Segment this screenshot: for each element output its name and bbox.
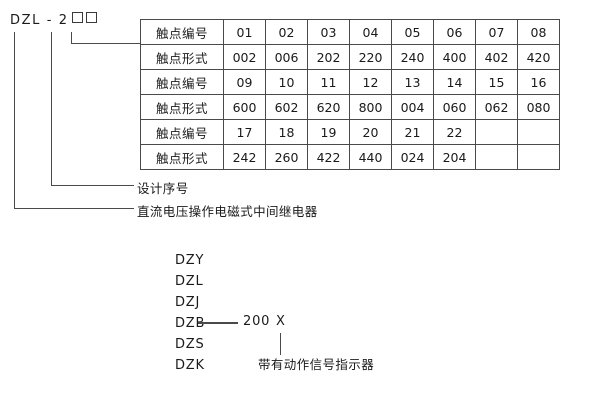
table-row-header: 触点形式 <box>140 44 224 70</box>
legend-item-dzl: DZL <box>175 274 204 289</box>
table-cell: 422 <box>307 144 350 170</box>
table-cell: 04 <box>349 19 392 45</box>
table-cell: 440 <box>349 144 392 170</box>
table-cell: 202 <box>307 44 350 70</box>
model-code-box-1 <box>71 12 83 23</box>
variant-leader-line <box>280 333 281 355</box>
leader-line-1-vertical <box>14 32 15 209</box>
legend-item-dzj: DZJ <box>175 295 201 310</box>
table-row: 触点编号 17 18 19 20 21 22 <box>140 119 560 145</box>
table-cell: 080 <box>517 94 560 120</box>
legend-item-dzk: DZK <box>175 358 205 373</box>
table-cell: 024 <box>391 144 434 170</box>
table-cell: 620 <box>307 94 350 120</box>
table-cell: 260 <box>265 144 308 170</box>
annotation-design-serial: 设计序号 <box>137 181 189 196</box>
table-cell: 17 <box>223 119 266 145</box>
table-cell: 02 <box>265 19 308 45</box>
model-code-prefix: DZL - 2 <box>10 13 69 28</box>
table-cell: 18 <box>265 119 308 145</box>
table-cell-empty <box>517 144 560 170</box>
table-cell: 06 <box>433 19 476 45</box>
table-cell: 602 <box>265 94 308 120</box>
table-cell: 11 <box>307 69 350 95</box>
leader-line-1-horizontal <box>14 208 134 209</box>
table-cell-empty <box>475 119 518 145</box>
table-row-header: 触点形式 <box>140 144 224 170</box>
table-cell: 19 <box>307 119 350 145</box>
table-cell: 07 <box>475 19 518 45</box>
table-row-header: 触点形式 <box>140 94 224 120</box>
table-cell: 002 <box>223 44 266 70</box>
table-row-header: 触点编号 <box>140 119 224 145</box>
series-legend-list: DZY DZL DZJ DZB DZS DZK <box>175 250 205 376</box>
table-row-header: 触点编号 <box>140 19 224 45</box>
table-row: 触点编号 01 02 03 04 05 06 07 08 <box>140 19 560 45</box>
table-cell: 240 <box>391 44 434 70</box>
leader-line-2-vertical <box>51 32 52 186</box>
table-cell: 006 <box>265 44 308 70</box>
table-cell: 20 <box>349 119 392 145</box>
table-cell: 12 <box>349 69 392 95</box>
table-cell: 400 <box>433 44 476 70</box>
table-row: 触点形式 600 602 620 800 004 060 062 080 <box>140 94 560 120</box>
table-cell: 242 <box>223 144 266 170</box>
table-cell: 004 <box>391 94 434 120</box>
table-cell: 09 <box>223 69 266 95</box>
leader-line-2-horizontal <box>51 185 134 186</box>
legend-connector-line <box>198 322 238 324</box>
table-cell: 204 <box>433 144 476 170</box>
legend-item-dzb: DZB <box>175 316 206 331</box>
table-cell: 08 <box>517 19 560 45</box>
leader-line-3-horizontal <box>71 43 141 44</box>
table-cell: 220 <box>349 44 392 70</box>
legend-series-value: 200 <box>243 314 271 329</box>
table-cell-empty <box>517 119 560 145</box>
table-cell: 060 <box>433 94 476 120</box>
leader-line-3-vertical <box>71 32 72 44</box>
contact-table: 触点编号 01 02 03 04 05 06 07 08 触点形式 002 00… <box>140 19 560 170</box>
table-cell: 062 <box>475 94 518 120</box>
table-cell: 15 <box>475 69 518 95</box>
table-row: 触点形式 002 006 202 220 240 400 402 420 <box>140 44 560 70</box>
table-cell: 14 <box>433 69 476 95</box>
legend-item-dzs: DZS <box>175 337 205 352</box>
table-row: 触点编号 09 10 11 12 13 14 15 16 <box>140 69 560 95</box>
legend-item-dzy: DZY <box>175 253 205 268</box>
table-cell: 800 <box>349 94 392 120</box>
model-code: DZL - 2 <box>10 12 97 28</box>
legend-variant-label: 带有动作信号指示器 <box>258 357 375 372</box>
table-cell: 420 <box>517 44 560 70</box>
table-row: 触点形式 242 260 422 440 024 204 <box>140 144 560 170</box>
table-cell-empty <box>475 144 518 170</box>
table-cell: 600 <box>223 94 266 120</box>
table-cell: 22 <box>433 119 476 145</box>
table-cell: 21 <box>391 119 434 145</box>
table-cell: 16 <box>517 69 560 95</box>
table-cell: 05 <box>391 19 434 45</box>
table-cell: 01 <box>223 19 266 45</box>
table-row-header: 触点编号 <box>140 69 224 95</box>
table-cell: 10 <box>265 69 308 95</box>
legend-variant-code: X <box>276 314 286 329</box>
table-cell: 03 <box>307 19 350 45</box>
table-cell: 402 <box>475 44 518 70</box>
annotation-relay-description: 直流电压操作电磁式中间继电器 <box>137 204 318 219</box>
table-cell: 13 <box>391 69 434 95</box>
model-code-box-2 <box>85 12 97 23</box>
